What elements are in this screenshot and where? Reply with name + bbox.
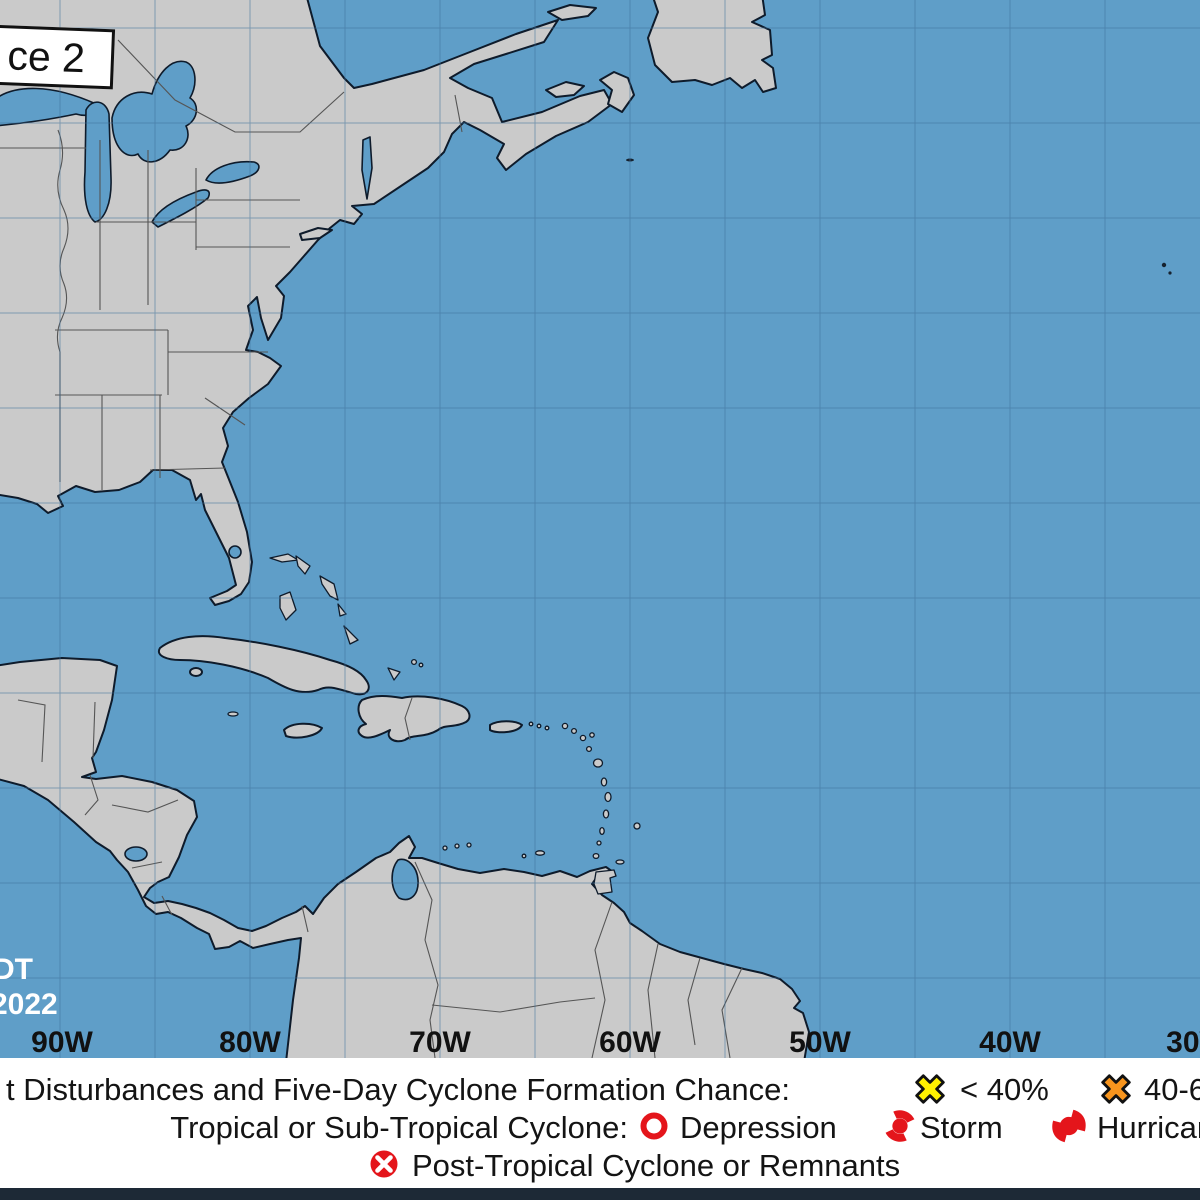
lon-label-70w: 70W xyxy=(409,1026,471,1058)
graticule-gridlines xyxy=(0,0,1200,1058)
lon-label-30w: 30W xyxy=(1166,1026,1200,1058)
post-tropical-label: Post-Tropical Cyclone or Remnants xyxy=(412,1148,901,1183)
outlook-map: 90W 80W 70W 60W 50W 40W 30W DT 2022 ce 2 xyxy=(0,0,1200,1063)
timestamp-fragment: DT 2022 xyxy=(0,953,58,1021)
disturbance-label-text: ce 2 xyxy=(6,31,86,81)
lakes xyxy=(0,60,419,901)
legend-row1-title: t Disturbances and Five-Day Cyclone Form… xyxy=(6,1072,790,1107)
anticosti-island xyxy=(547,4,597,21)
hurricane-label: Hurricane xyxy=(1097,1110,1200,1145)
mid-chance-icon xyxy=(1096,1069,1136,1114)
long-island xyxy=(299,227,333,241)
lake-ontario xyxy=(205,160,260,184)
longitude-labels: 90W 80W 70W 60W 50W 40W 30W xyxy=(31,1026,1200,1059)
hurricane-icon xyxy=(1050,1107,1088,1150)
lake-nicaragua xyxy=(124,846,148,862)
prince-edward-island xyxy=(545,81,585,98)
timestamp-line1: DT xyxy=(0,953,33,986)
legend-row-cyclone: Tropical or Sub-Tropical Cyclone: Depres… xyxy=(0,1107,1200,1150)
lake-maracaibo xyxy=(391,858,419,901)
cape-breton-island xyxy=(599,71,635,113)
bermuda-azores-specks xyxy=(626,158,1172,275)
lon-label-60w: 60W xyxy=(599,1026,661,1058)
post-tropical-icon xyxy=(368,1148,400,1185)
depression-icon xyxy=(638,1110,670,1147)
lake-champlain xyxy=(361,136,373,200)
lon-label-50w: 50W xyxy=(789,1026,851,1058)
puerto-rico-island xyxy=(489,720,523,734)
storm-label: Storm xyxy=(920,1110,1003,1145)
jamaica-island xyxy=(283,722,323,739)
lake-michigan xyxy=(83,101,112,223)
bahamas-islands xyxy=(269,553,424,681)
lon-label-80w: 80W xyxy=(219,1026,281,1058)
cuba-island xyxy=(157,635,370,696)
atlantic-basin-map: 90W 80W 70W 60W 50W 40W 30W DT 2022 xyxy=(0,0,1200,1063)
isle-of-youth xyxy=(189,667,203,677)
storm-icon xyxy=(882,1108,918,1149)
lake-okeechobee xyxy=(228,545,242,559)
lake-huron-georgian-bay xyxy=(111,60,198,163)
legend-row2-title: Tropical or Sub-Tropical Cyclone: xyxy=(170,1110,628,1145)
disturbance-label-box[interactable]: ce 2 xyxy=(0,22,116,90)
low-chance-icon xyxy=(910,1069,950,1114)
low-chance-label: < 40% xyxy=(960,1072,1049,1107)
depression-label: Depression xyxy=(680,1110,837,1145)
lon-label-90w: 90W xyxy=(31,1026,93,1058)
bottom-frame-bar xyxy=(0,1188,1200,1200)
cayman-islands xyxy=(227,711,239,717)
hispaniola-island xyxy=(357,695,471,743)
newfoundland-island xyxy=(647,0,777,93)
legend-row-formation-chance: t Disturbances and Five-Day Cyclone Form… xyxy=(0,1072,1200,1112)
legend: t Disturbances and Five-Day Cyclone Form… xyxy=(0,1058,1200,1188)
lon-label-40w: 40W xyxy=(979,1026,1041,1058)
legend-row-post-tropical: Post-Tropical Cyclone or Remnants xyxy=(0,1148,1200,1188)
lesser-antilles-islands xyxy=(442,721,641,895)
mid-chance-label: 40-60% xyxy=(1144,1072,1200,1107)
timestamp-line2: 2022 xyxy=(0,988,58,1021)
